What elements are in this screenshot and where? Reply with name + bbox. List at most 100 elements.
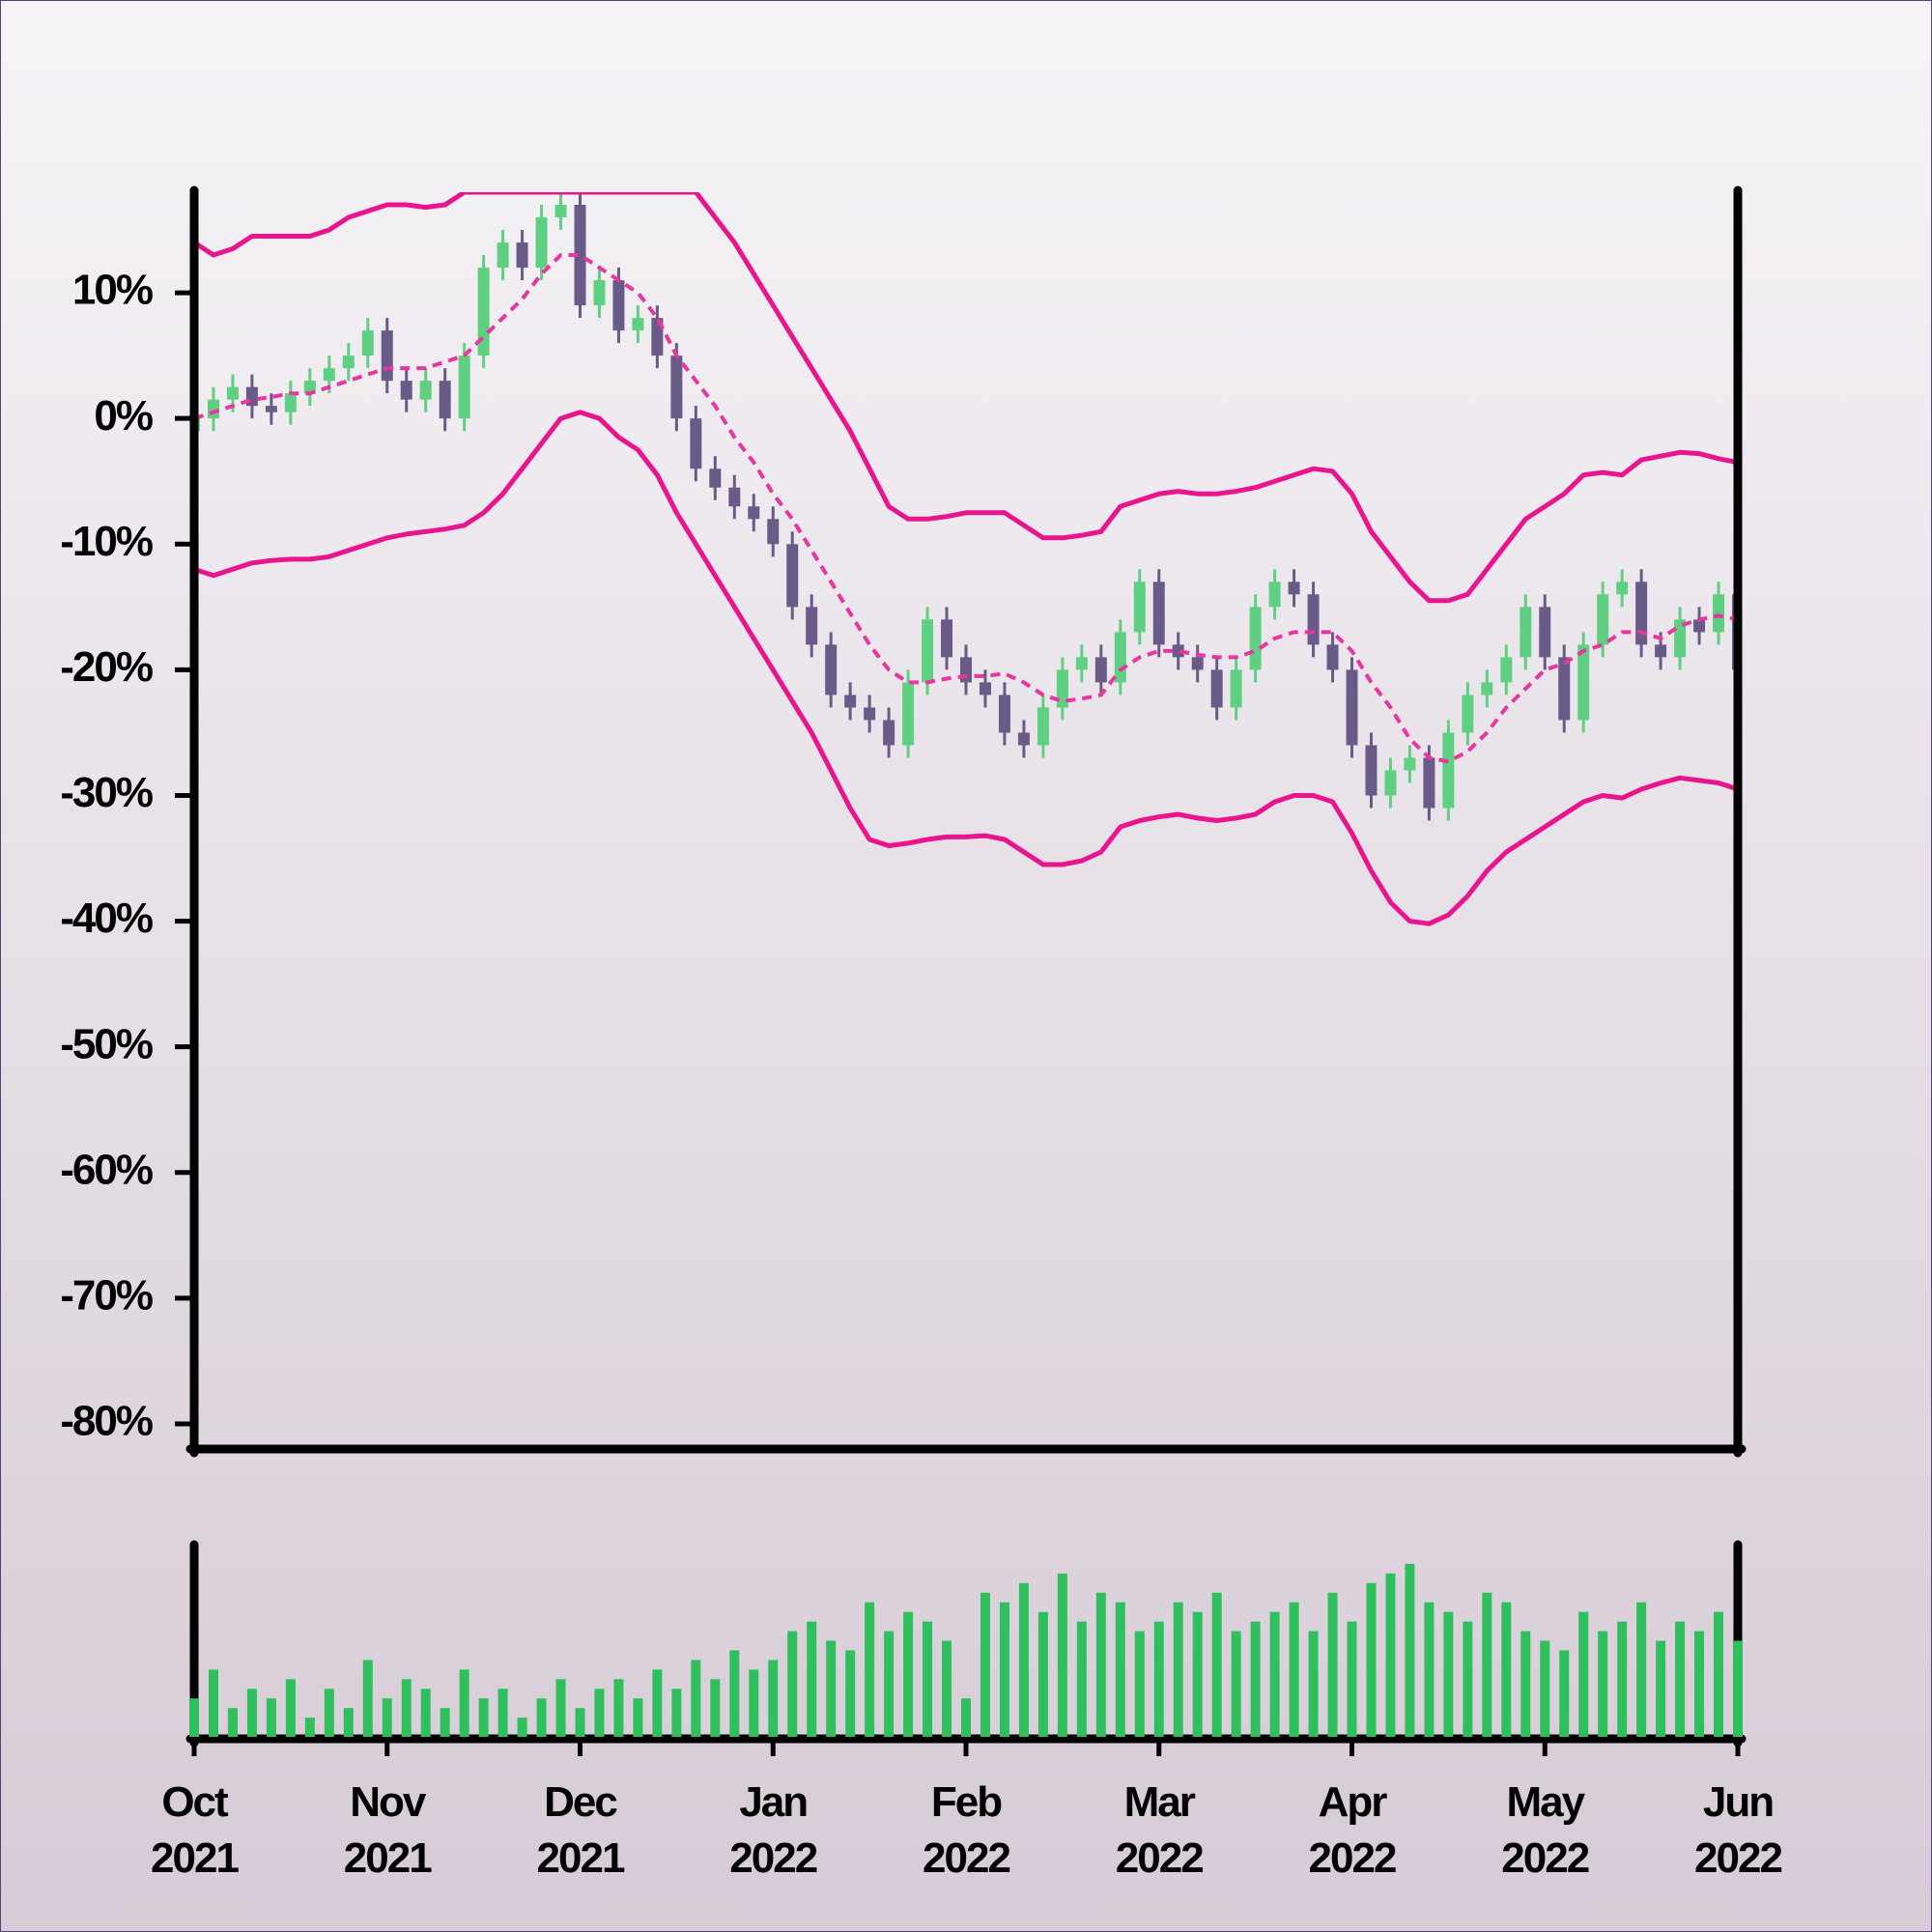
volume-bar [1694, 1631, 1705, 1737]
volume-bar [923, 1621, 933, 1737]
candle-body [226, 386, 239, 400]
volume-bar [1598, 1631, 1608, 1737]
candle-body [477, 268, 490, 356]
candle-body [419, 381, 432, 400]
volume-bar [787, 1631, 798, 1737]
volume-bar [1675, 1621, 1686, 1737]
candle-body [1481, 682, 1493, 696]
candle-body [245, 386, 258, 407]
candle-body [612, 280, 625, 331]
volume-bar [1424, 1602, 1435, 1737]
volume-bar [1037, 1611, 1048, 1737]
volume-bar [903, 1611, 914, 1737]
x-tick-label: Nov 2021 [343, 1778, 433, 1882]
volume-bar [246, 1689, 257, 1737]
candle-body [458, 355, 470, 419]
candle-body [632, 318, 644, 331]
volume-bar [1482, 1592, 1492, 1737]
volume-bar [1250, 1621, 1261, 1737]
volume-bar [1018, 1582, 1029, 1737]
middle-band [194, 253, 1738, 764]
x-tick-label: Dec 2021 [536, 1778, 626, 1882]
volume-bar [1153, 1621, 1164, 1737]
volume-bar [362, 1660, 373, 1737]
candle-body [1249, 607, 1262, 670]
candle-body [806, 607, 818, 645]
volume-bar [1617, 1621, 1628, 1737]
volume-bar [285, 1679, 296, 1737]
y-tick-label: -80% [60, 1398, 153, 1445]
volume-bar [1327, 1592, 1338, 1737]
candle-body [690, 418, 702, 469]
candle-body [554, 205, 567, 218]
x-tick-label: Mar 2022 [1115, 1778, 1205, 1882]
candle-body [748, 506, 760, 520]
volume-bar [1289, 1602, 1299, 1737]
volume-bar [845, 1650, 856, 1737]
candle-body [1210, 669, 1223, 708]
x-tick-label: Jan 2022 [729, 1778, 818, 1882]
candle-body [535, 217, 548, 269]
candle-body [728, 487, 741, 507]
volume-bar [1443, 1611, 1454, 1737]
candle-body [1713, 594, 1725, 633]
candle-body [1037, 707, 1049, 746]
candle-body [1326, 644, 1339, 670]
volume-bar [884, 1631, 895, 1737]
candle-body [1152, 582, 1165, 645]
candle-body [1577, 644, 1590, 721]
candle-body [1133, 582, 1146, 633]
candle-body [1558, 657, 1571, 721]
volume-bar [1540, 1640, 1550, 1737]
volume-bar [343, 1708, 354, 1737]
candle-body [323, 368, 335, 382]
y-tick-label: -70% [60, 1272, 153, 1320]
volume-bar [710, 1679, 721, 1737]
volume-bar [671, 1689, 682, 1737]
candle-body [1230, 669, 1242, 708]
candle-body [1520, 607, 1532, 658]
candle-body [1075, 657, 1088, 670]
volume-bar [1463, 1621, 1473, 1737]
candle-body [381, 330, 393, 382]
candle-body [361, 330, 374, 356]
volume-bar [961, 1698, 971, 1737]
y-tick-label: -50% [60, 1020, 153, 1067]
candle-body [1384, 770, 1397, 796]
candle-body [342, 355, 355, 369]
candle-body [960, 657, 972, 683]
y-tick-label: -30% [60, 769, 153, 816]
volume-bar [227, 1708, 238, 1737]
candle-body [998, 695, 1010, 733]
x-tick-label: Oct 2021 [151, 1778, 240, 1882]
volume-bar [459, 1669, 469, 1737]
outer-band [194, 410, 1738, 926]
candle-body [497, 242, 509, 269]
candle-body [1500, 657, 1513, 683]
candle-body [1693, 619, 1706, 633]
volume-bar [266, 1698, 276, 1737]
volume-bar [613, 1679, 624, 1737]
volume-bar [324, 1689, 334, 1737]
candle-body [1539, 607, 1551, 658]
volume-bar [1269, 1611, 1280, 1737]
candle-body [941, 619, 953, 658]
volume-bar [401, 1679, 412, 1737]
volume-bar [729, 1650, 740, 1737]
candle-body [303, 381, 316, 394]
candle-body [1655, 644, 1667, 658]
candle-body [1423, 757, 1435, 809]
volume-bar [749, 1669, 759, 1737]
candle-body [1404, 757, 1416, 771]
volume-bar [1076, 1621, 1087, 1737]
candle-body [651, 318, 664, 356]
volume-bar [1095, 1592, 1106, 1737]
volume-bar [1501, 1602, 1512, 1737]
candle-body [265, 406, 277, 412]
candle-body [1462, 695, 1474, 733]
candle-body [1191, 657, 1204, 670]
candle-body [1172, 644, 1184, 658]
candle-body [1635, 582, 1648, 645]
candle-body [1268, 582, 1281, 608]
candle-body [1674, 619, 1687, 658]
